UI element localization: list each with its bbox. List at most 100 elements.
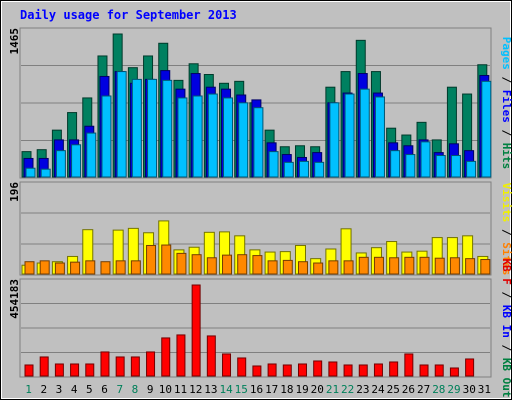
- bar-sites-day-23: [358, 256, 369, 275]
- bar-sites-day-14: [222, 254, 233, 275]
- legend-part: /: [500, 123, 512, 143]
- bar-kb-f-day-18: [282, 364, 292, 377]
- bar-kb-f-day-29: [449, 367, 459, 377]
- legend-part: Pages: [500, 37, 512, 70]
- panel-middle-legend-label: Visits / Sites: [500, 183, 512, 276]
- x-tick-label-day-6: 6: [101, 383, 108, 396]
- x-tick-label-day-24: 24: [371, 383, 385, 396]
- panel-middle: 196 Visits / Sites: [8, 181, 512, 276]
- x-tick-label-day-7: 7: [116, 383, 123, 396]
- bar-pages-day-10: [162, 79, 173, 178]
- x-tick-label-day-11: 11: [174, 383, 187, 396]
- legend-part: Visits: [500, 183, 512, 223]
- x-tick-label-day-20: 20: [311, 383, 324, 396]
- panel-bottom-ymax-label: 454183: [8, 279, 21, 319]
- bar-sites-day-20: [313, 262, 324, 275]
- bar-kb-f-day-4: [70, 363, 80, 377]
- bar-pages-day-7: [116, 71, 127, 178]
- bar-sites-day-22: [343, 260, 354, 275]
- bar-kb-f-day-30: [465, 358, 475, 377]
- bar-sites-day-29: [449, 257, 460, 275]
- bar-sites-day-10: [161, 244, 172, 275]
- x-tick-label-day-26: 26: [402, 383, 415, 396]
- bar-pages-day-17: [268, 151, 279, 178]
- x-tick-label-day-31: 31: [478, 383, 491, 396]
- bar-sites-day-21: [328, 260, 339, 275]
- bar-pages-day-1: [25, 167, 36, 178]
- bar-pages-day-16: [253, 107, 264, 178]
- bar-pages-day-6: [101, 95, 112, 178]
- bar-pages-day-2: [40, 168, 51, 178]
- bar-kb-f-day-17: [267, 363, 277, 377]
- bar-pages-day-31: [481, 80, 492, 178]
- panel-middle-border: [19, 181, 492, 276]
- x-tick-label-day-30: 30: [463, 383, 476, 396]
- x-tick-label-day-13: 13: [204, 383, 217, 396]
- panel-top-bars: [21, 33, 492, 178]
- x-tick-label-day-15: 15: [235, 383, 248, 396]
- panel-bottom-gridlines: [21, 303, 490, 353]
- bar-pages-day-26: [405, 154, 416, 178]
- legend-part: Sites: [500, 242, 512, 275]
- bar-kb-f-day-1: [24, 364, 34, 377]
- x-tick-label-day-14: 14: [219, 383, 233, 396]
- bar-kb-f-day-6: [100, 351, 110, 377]
- bar-sites-day-26: [404, 256, 415, 275]
- bar-pages-day-14: [223, 97, 234, 178]
- bar-pages-day-23: [359, 88, 370, 178]
- bar-sites-day-13: [206, 257, 217, 275]
- x-tick-label-day-23: 23: [356, 383, 369, 396]
- bar-pages-day-4: [71, 144, 82, 178]
- bar-kb-f-day-19: [297, 363, 307, 377]
- bar-sites-day-4: [70, 261, 81, 275]
- legend-part: Files: [500, 90, 512, 123]
- bar-kb-f-day-13: [206, 335, 216, 377]
- chart-title: Daily usage for September 2013: [20, 8, 237, 22]
- bar-sites-day-15: [237, 254, 248, 275]
- bar-pages-day-15: [238, 102, 249, 178]
- bar-sites-day-17: [267, 260, 278, 275]
- x-tick-label-day-28: 28: [432, 383, 445, 396]
- bar-sites-day-19: [297, 261, 308, 275]
- x-tick-label-day-8: 8: [132, 383, 139, 396]
- bar-pages-day-30: [466, 160, 477, 178]
- bar-kb-f-day-8: [130, 356, 140, 377]
- bar-kb-f-day-3: [54, 363, 64, 377]
- bar-sites-day-3: [54, 262, 65, 275]
- bar-kb-f-day-24: [373, 363, 383, 377]
- bar-kb-f-day-7: [115, 356, 125, 377]
- x-tick-label-day-4: 4: [71, 383, 78, 396]
- panel-bottom-legend-label: KB F / KB In / KB Out: [500, 258, 512, 397]
- bar-pages-day-20: [314, 161, 325, 178]
- panel-bottom-bars: [24, 284, 475, 377]
- bar-pages-day-25: [390, 150, 401, 178]
- bar-sites-day-16: [252, 255, 263, 275]
- bar-pages-day-9: [147, 78, 158, 178]
- bar-kb-f-day-21: [328, 361, 338, 377]
- bar-sites-day-25: [389, 257, 400, 275]
- bar-pages-day-8: [131, 78, 142, 178]
- bar-pages-day-29: [450, 155, 461, 178]
- bar-sites-day-11: [176, 252, 187, 275]
- panel-top-ymax-label: 1465: [8, 28, 21, 55]
- x-tick-label-day-29: 29: [447, 383, 460, 396]
- bar-kb-f-day-20: [313, 360, 323, 377]
- x-axis-day-labels: 1 2 3 4 5 6 7 8 9 10 11 12 13 14 15 16 17 18 19 20 21 22 23 24 2…: [25, 383, 491, 396]
- bar-kb-f-day-26: [404, 353, 414, 377]
- bar-sites-day-28: [434, 257, 445, 275]
- x-tick-label-day-27: 27: [417, 383, 430, 396]
- x-tick-label-day-25: 25: [387, 383, 400, 396]
- bar-sites-day-1: [24, 261, 35, 275]
- panel-middle-bars: [21, 220, 491, 275]
- bar-pages-day-11: [177, 97, 188, 178]
- bar-kb-f-day-27: [419, 364, 429, 377]
- x-tick-label-day-3: 3: [56, 383, 63, 396]
- bar-kb-f-day-14: [222, 353, 232, 377]
- bar-kb-f-day-23: [358, 364, 368, 377]
- x-tick-label-day-12: 12: [189, 383, 202, 396]
- panel-top-legend-label: Pages / Files / Hits: [500, 37, 512, 170]
